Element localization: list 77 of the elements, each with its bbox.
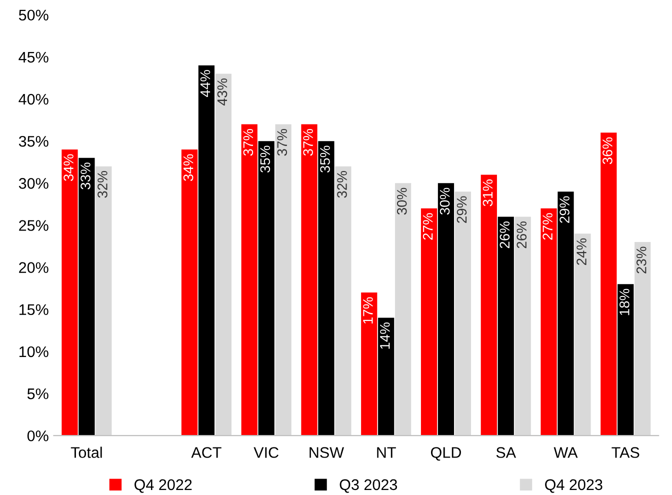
- bar: [574, 234, 591, 436]
- y-tick-label: 25%: [19, 220, 48, 231]
- data-label: 17%: [363, 297, 373, 324]
- x-tick-label: Total: [70, 446, 102, 458]
- bar: [181, 149, 198, 436]
- data-label: 29%: [456, 196, 467, 223]
- bar: [618, 284, 634, 436]
- y-tick-label: 0%: [27, 430, 48, 442]
- data-label: 24%: [576, 238, 586, 265]
- data-label: 27%: [542, 213, 552, 240]
- legend-label: Q3 2023: [340, 479, 398, 493]
- y-tick-label: 10%: [19, 346, 48, 358]
- data-label: 18%: [620, 288, 630, 316]
- data-label: 33%: [80, 162, 90, 190]
- x-tick-label: TAS: [612, 447, 640, 458]
- data-label: 34%: [183, 154, 194, 181]
- bar: [420, 208, 438, 436]
- y-tick-label: 15%: [19, 304, 48, 316]
- x-tick-label: WA: [554, 447, 578, 458]
- bar: [480, 174, 497, 436]
- data-label: 26%: [516, 222, 527, 248]
- data-label: 32%: [337, 171, 347, 198]
- data-label: 27%: [422, 213, 433, 240]
- data-label: 34%: [64, 154, 74, 181]
- bar: [454, 192, 472, 436]
- legend-label: Q4 2023: [545, 479, 602, 493]
- bar: [335, 166, 352, 436]
- data-label: 37%: [243, 128, 254, 156]
- bar: [378, 318, 394, 436]
- y-tick-label: 50%: [18, 10, 48, 21]
- data-label: 30%: [396, 188, 407, 215]
- data-label: 43%: [217, 78, 228, 106]
- data-label: 37%: [303, 128, 313, 156]
- y-tick-label: 5%: [27, 388, 48, 400]
- bar: [78, 158, 95, 436]
- bar: [395, 183, 412, 436]
- bar: [301, 124, 318, 436]
- data-label: 14%: [380, 322, 390, 349]
- data-label: 23%: [636, 246, 646, 274]
- bar: [258, 141, 274, 436]
- data-label: 30%: [440, 188, 450, 215]
- x-tick-label: ACT: [191, 447, 222, 458]
- bar: [96, 166, 112, 436]
- data-label: 35%: [260, 146, 270, 173]
- y-tick-label: 20%: [19, 262, 48, 273]
- y-tick-label: 30%: [18, 178, 48, 189]
- x-tick-label: NSW: [310, 447, 344, 458]
- x-tick-label: QLD: [431, 447, 461, 461]
- bar: [198, 65, 215, 436]
- bar: [62, 149, 78, 436]
- bar: [318, 141, 334, 436]
- bar: [634, 242, 651, 436]
- y-tick-label: 40%: [18, 94, 48, 105]
- x-tick-label: NT: [377, 447, 396, 458]
- bar: [241, 124, 258, 436]
- bar: [514, 216, 531, 436]
- x-tick-label: SA: [496, 447, 516, 458]
- data-label: 44%: [200, 70, 210, 98]
- bar: [600, 132, 617, 436]
- x-tick-label: VIC: [254, 447, 278, 458]
- bar: [215, 74, 232, 436]
- legend-label: Q4 2022: [134, 479, 192, 493]
- bar: [558, 192, 574, 436]
- data-label: 37%: [277, 128, 288, 156]
- data-label: 36%: [602, 137, 612, 164]
- data-label: 26%: [500, 222, 510, 248]
- bar: [361, 292, 378, 436]
- data-label: 32%: [98, 171, 108, 198]
- data-label: 29%: [560, 196, 570, 223]
- bar: [275, 124, 292, 436]
- bar: [498, 216, 514, 436]
- y-tick-label: 35%: [18, 136, 48, 147]
- data-label: 31%: [482, 179, 493, 206]
- y-tick-label: 45%: [18, 52, 48, 63]
- bar: [438, 183, 454, 436]
- data-label: 35%: [320, 146, 330, 173]
- bar: [540, 208, 557, 436]
